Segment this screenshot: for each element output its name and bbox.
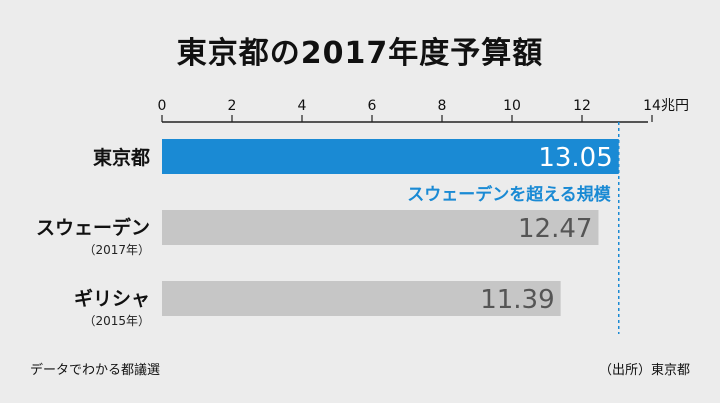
bar <box>162 281 561 316</box>
category-label: 東京都 <box>93 146 150 169</box>
chart-title: 東京都の2017年度予算額 <box>176 36 544 71</box>
category-label: ギリシャ <box>74 288 150 310</box>
category-sublabel: （2017年） <box>83 243 150 257</box>
x-tick-label: 0 <box>158 98 167 114</box>
data-label: 12.47 <box>518 214 592 244</box>
x-tick-label: 6 <box>368 98 377 114</box>
category-sublabel: （2015年） <box>83 314 150 328</box>
category-label: スウェーデン <box>36 216 150 239</box>
x-axis-unit: 兆円 <box>661 98 689 114</box>
bar <box>162 210 599 245</box>
bar <box>162 139 619 174</box>
x-tick-label: 10 <box>503 98 521 114</box>
x-tick-label: 2 <box>228 98 237 114</box>
x-tick-label: 4 <box>298 98 307 114</box>
data-source-label: （出所）東京都 <box>598 363 690 378</box>
x-tick-label: 14 <box>643 98 661 114</box>
annotation-text: スウェーデンを超える規模 <box>407 184 611 205</box>
x-tick-label: 8 <box>438 98 447 114</box>
source-series-label: データでわかる都議選 <box>30 363 161 378</box>
data-label: 11.39 <box>480 285 554 315</box>
x-tick-label: 12 <box>573 98 591 114</box>
data-label: 13.05 <box>538 143 612 173</box>
